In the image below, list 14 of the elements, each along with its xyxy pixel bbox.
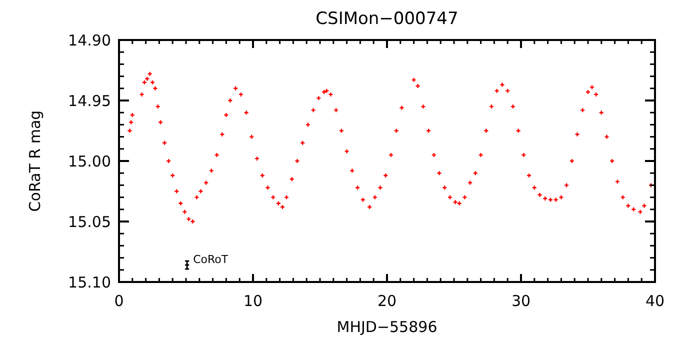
x-tick-label: 0	[114, 292, 124, 310]
x-tick-label: 20	[377, 292, 397, 310]
y-tick-label: 14.90	[68, 31, 111, 50]
y-tick-label: 15.05	[68, 212, 111, 231]
y-axis-title: CoRaT R mag	[26, 110, 44, 212]
annotation: CoRoT	[193, 253, 228, 266]
y-tick-label: 15.00	[68, 152, 111, 170]
y-tick-label: 15.10	[68, 273, 111, 292]
x-tick-label: 40	[645, 292, 665, 310]
x-tick-label: 30	[511, 292, 531, 310]
y-tick-label: 14.95	[68, 92, 111, 110]
x-tick-label: 10	[243, 292, 263, 310]
x-axis-title: MHJD−55896	[336, 318, 438, 336]
chart-title: CSIMon−000747	[316, 9, 458, 29]
